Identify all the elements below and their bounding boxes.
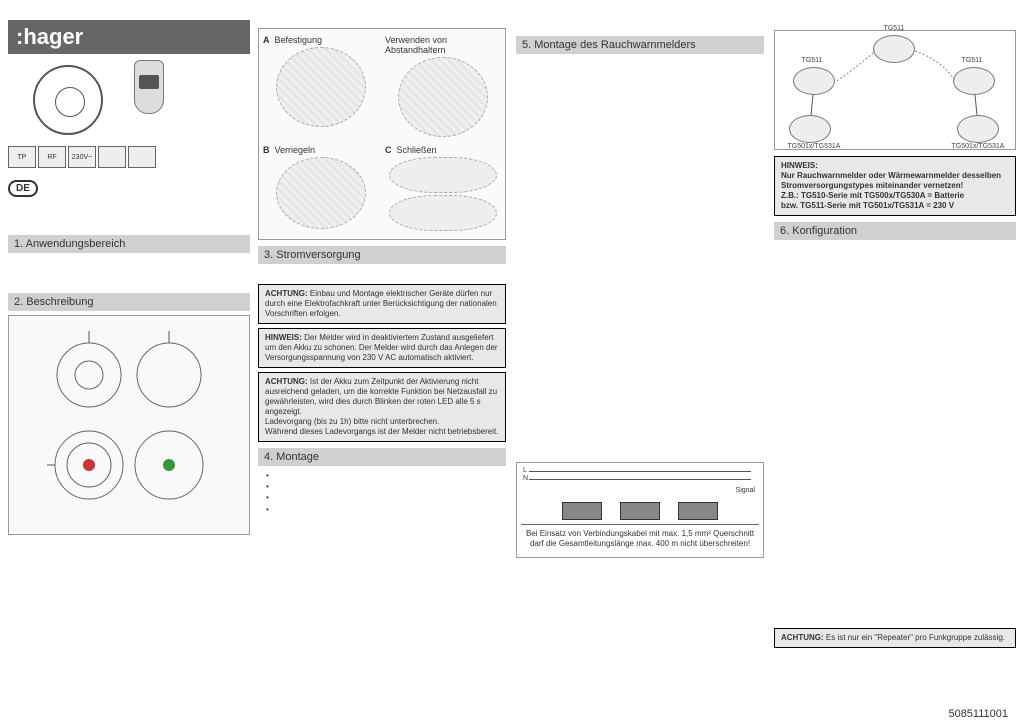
wiring-label-signal: Signal [736,487,755,494]
terminal-block-icon [678,502,718,520]
figure-letter: C [385,145,392,155]
note-text: Nur Rauchwarnmelder oder Wärmewarnmelder… [781,171,1001,190]
section-heading-6: 6. Konfiguration [774,222,1016,240]
battery-icon [134,60,164,114]
brand-logo: :hager [8,20,250,54]
wiring-label-n: N [523,475,528,482]
column-4: TG511 TG511 TG511 TG501x/TG531A TG501x/T… [774,30,1016,652]
warning-text: Es ist nur ein "Repeater" pro Funkgruppe… [824,633,1005,642]
description-diagram [8,315,250,535]
note-box: HINWEIS: Nur Rauchwarnmelder oder Wärmew… [774,156,1016,216]
mounting-figure: A Befestigung Verwenden von Abstandhalte… [258,28,506,240]
figure-caption: Befestigung [275,35,323,45]
warning-box: ACHTUNG: Einbau und Montage elektrischer… [258,284,506,324]
feature-icon-row: TP RF 230V~ [8,146,250,168]
warning-text: Ladevorgang (bis zu 1h) bitte nicht unte… [265,417,439,426]
network-diagram: TG511 TG511 TG511 TG501x/TG531A TG501x/T… [774,30,1016,150]
figure-letter: A [263,35,270,45]
wiring-label-l: L [523,467,527,474]
note-label: HINWEIS: [781,161,818,170]
figure-caption: Schließen [397,145,437,155]
language-row: DE [8,176,250,201]
column-2: A Befestigung Verwenden von Abstandhalte… [258,28,506,590]
mounting-close-icon [389,195,497,231]
product-hero [8,60,250,140]
figure-caption: Verriegeln [275,145,316,155]
figure-caption: Verwenden von Abstandhaltern [385,35,501,55]
section-heading-2: 2. Beschreibung [8,293,250,311]
text-block [774,244,1016,624]
montage-text-block: • • • • [258,470,506,590]
mounting-base-icon [276,47,366,127]
mounting-spacer-icon [398,57,488,137]
feature-icon: 230V~ [68,146,96,168]
warning-box: ACHTUNG: Es ist nur ein "Repeater" pro F… [774,628,1016,648]
section-heading-1: 1. Anwendungsbereich [8,235,250,253]
wiring-diagram: L N Signal [521,467,759,525]
feature-icon: RF [38,146,66,168]
document-number: 5085111001 [948,708,1008,720]
section-heading-3: 3. Stromversorgung [258,246,506,264]
column-3: 5. Montage des Rauchwarnmelders L N Sign… [516,30,764,562]
language-badge: DE [8,180,38,197]
warning-label: ACHTUNG: [265,289,308,298]
section-heading-4: 4. Montage [258,448,506,466]
mounting-close-icon [389,157,497,193]
warning-text: Während dieses Ladevorgangs ist der Meld… [265,427,498,436]
text-block [516,58,764,458]
product-sketch [8,60,128,140]
figure-letter: B [263,145,270,155]
warning-box: ACHTUNG: Ist der Akku zum Zeitpunkt der … [258,372,506,442]
feature-icon: TP [8,146,36,168]
note-text: bzw. TG511-Serie mit TG501x/TG531A = 230… [781,201,954,210]
feature-icon [98,146,126,168]
note-label: HINWEIS: [265,333,302,342]
mounting-lock-icon [276,157,366,229]
wiring-caption: Bei Einsatz von Verbindungskabel mit max… [521,529,759,550]
note-box: HINWEIS: Der Melder wird in deaktivierte… [258,328,506,368]
terminal-block-icon [562,502,602,520]
parts-diagram-icon [29,325,229,525]
text-block [258,268,506,280]
text-block [8,257,250,287]
network-links-icon [775,31,1017,151]
feature-icon [128,146,156,168]
terminal-block-icon [620,502,660,520]
warning-label: ACHTUNG: [265,377,308,386]
section-heading-5: 5. Montage des Rauchwarnmelders [516,36,764,54]
wiring-figure: L N Signal Bei Einsatz von Verbindungska… [516,462,764,558]
note-text: Z.B.: TG510-Serie mit TG500x/TG530A = Ba… [781,191,964,200]
warning-label: ACHTUNG: [781,633,824,642]
column-1: :hager TP RF 230V~ DE 1. Anwendungsberei… [8,20,250,539]
